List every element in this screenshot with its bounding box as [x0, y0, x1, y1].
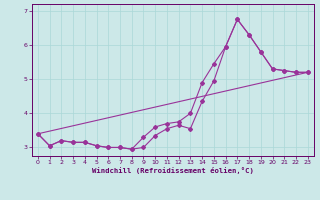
- X-axis label: Windchill (Refroidissement éolien,°C): Windchill (Refroidissement éolien,°C): [92, 167, 254, 174]
